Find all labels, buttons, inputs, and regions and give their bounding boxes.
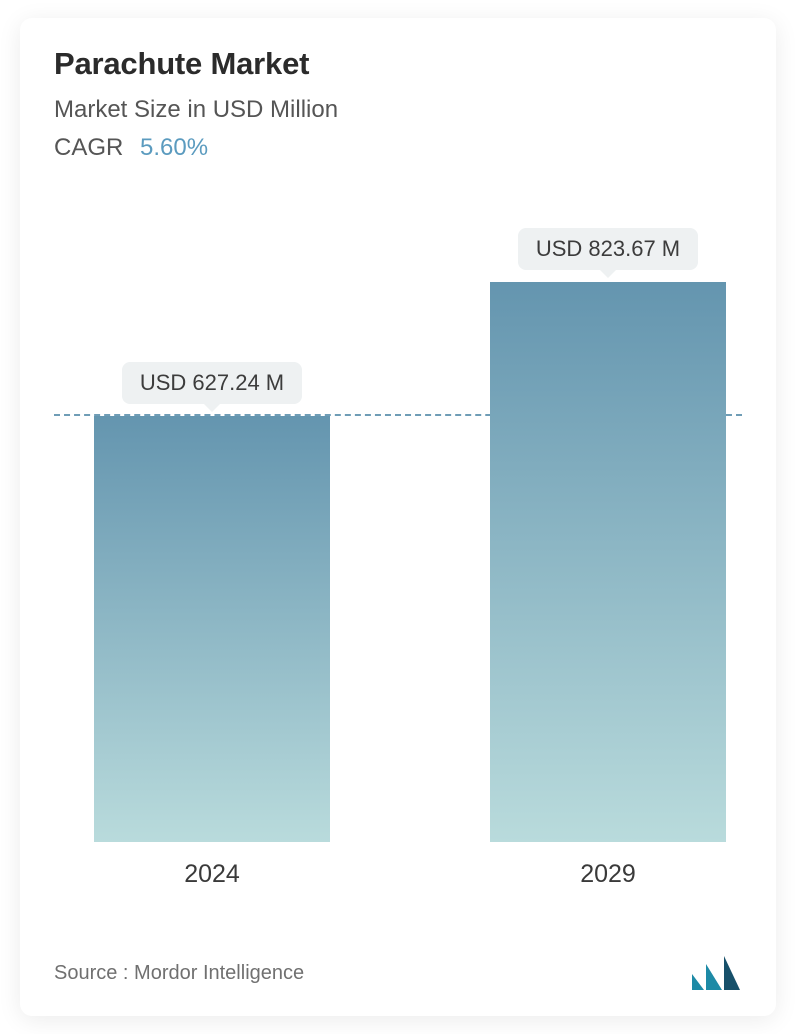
bar-wrap: USD 627.24 M xyxy=(94,362,330,842)
source-text: Source : Mordor Intelligence xyxy=(54,962,304,985)
cagr-label: CAGR xyxy=(54,134,123,161)
bar-wrap: USD 823.67 M xyxy=(490,228,726,842)
x-axis-label: 2024 xyxy=(94,860,330,889)
cagr-row: CAGR 5.60% xyxy=(54,134,742,162)
chart-subtitle: Market Size in USD Million xyxy=(54,96,742,124)
mordor-logo-icon xyxy=(690,954,742,992)
bar xyxy=(490,282,726,842)
card-footer: Source : Mordor Intelligence xyxy=(54,954,742,992)
bar xyxy=(94,416,330,842)
value-pill: USD 627.24 M xyxy=(122,362,302,404)
chart-area: USD 627.24 M USD 823.67 M 2024 2029 xyxy=(54,202,742,934)
bars-container: USD 627.24 M USD 823.67 M xyxy=(54,202,742,842)
cagr-value: 5.60% xyxy=(140,134,208,161)
chart-title: Parachute Market xyxy=(54,46,742,82)
x-axis-label: 2029 xyxy=(490,860,726,889)
value-pill: USD 823.67 M xyxy=(518,228,698,270)
market-card: Parachute Market Market Size in USD Mill… xyxy=(20,18,776,1016)
